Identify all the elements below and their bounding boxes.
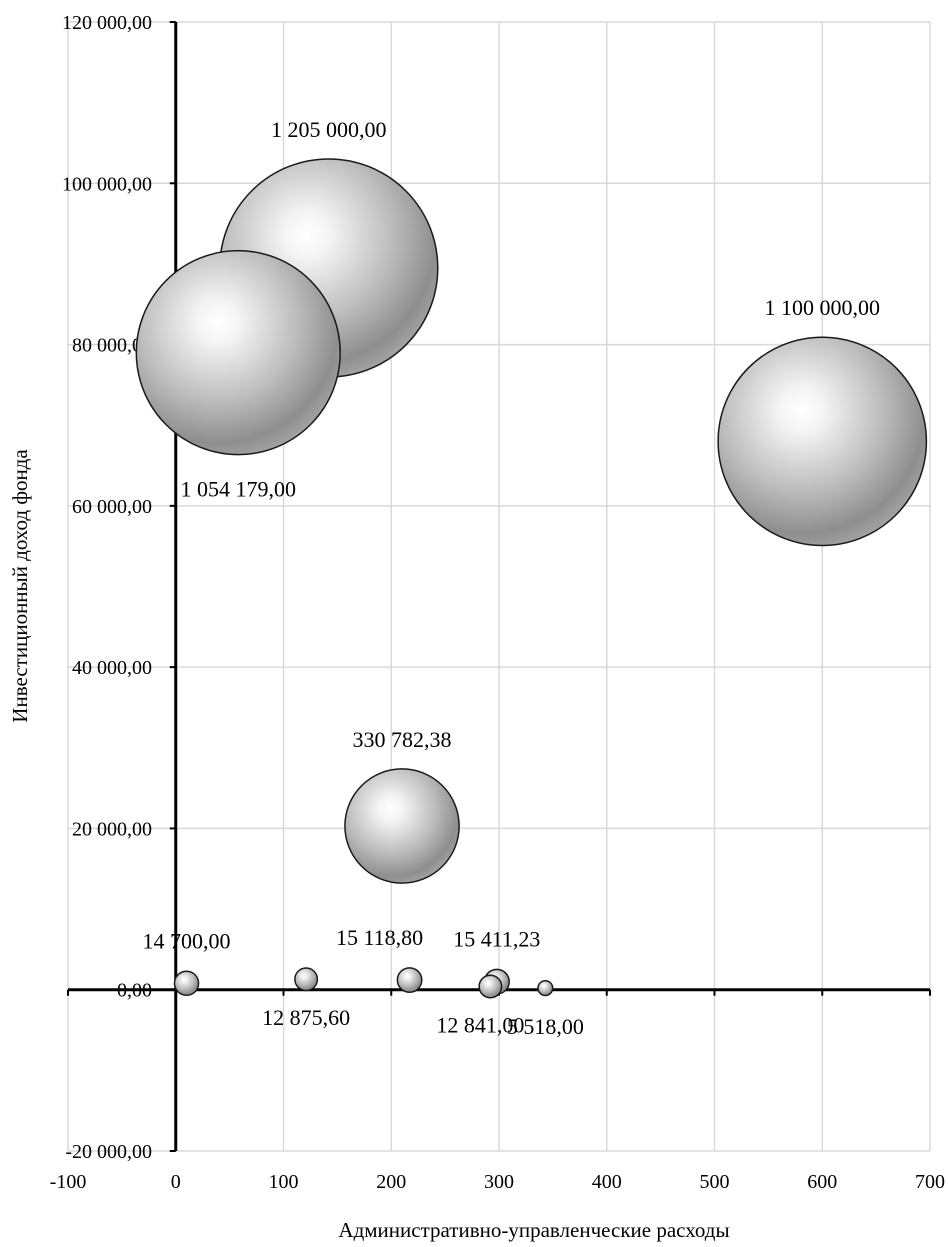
bubble-data-label: 1 100 000,00 xyxy=(765,295,881,320)
y-tick-label: 120 000,00 xyxy=(62,12,152,34)
bubble-data-label: 1 205 000,00 xyxy=(271,117,387,142)
bubble-point xyxy=(717,336,928,547)
bubble-point xyxy=(344,768,460,884)
x-tick-label: 500 xyxy=(700,1171,730,1193)
y-tick-label: 60 000,00 xyxy=(72,496,152,518)
x-tick-label: 100 xyxy=(269,1171,299,1193)
bubble-point xyxy=(173,970,200,997)
bubble-point xyxy=(396,967,423,993)
x-tick-label: -100 xyxy=(50,1171,87,1193)
y-axis-title: Инвестиционный доход фонда xyxy=(8,449,32,723)
bubble-data-label: 15 411,23 xyxy=(453,927,540,952)
x-tick-label: 300 xyxy=(484,1171,514,1193)
bubble-data-label: 5 518,00 xyxy=(507,1014,584,1039)
x-tick-label: 600 xyxy=(807,1171,837,1193)
bubbles xyxy=(135,158,928,999)
bubble-point xyxy=(294,967,319,992)
x-tick-label: 700 xyxy=(915,1171,945,1193)
bubble-data-label: 15 118,80 xyxy=(336,925,423,950)
x-tick-label: 0 xyxy=(171,1171,181,1193)
y-tick-label: -20 000,00 xyxy=(65,1141,152,1163)
x-axis-title: Административно-управленческие расходы xyxy=(338,1218,729,1242)
data-labels: 1 205 000,00 1 054 179,00 1 100 000,00 330 … xyxy=(143,117,880,1039)
bubble-point xyxy=(135,249,341,456)
bubble-data-label: 1 054 179,00 xyxy=(180,477,296,502)
bubble-data-label: 12 875,60 xyxy=(262,1005,350,1030)
y-tick-label: 20 000,00 xyxy=(72,818,152,840)
y-tick-label: 0,00 xyxy=(117,980,152,1002)
x-tick-label: 200 xyxy=(376,1171,406,1193)
y-tick-label: 80 000,00 xyxy=(72,335,152,357)
bubble-data-label: 14 700,00 xyxy=(143,928,231,953)
x-tick-label: 400 xyxy=(592,1171,622,1193)
bubble-data-label: 12 841,00 xyxy=(436,1012,524,1037)
bubble-data-label: 330 782,38 xyxy=(353,727,452,752)
bubble-point xyxy=(478,974,503,999)
y-tick-label: 100 000,00 xyxy=(62,173,152,195)
bubble-point xyxy=(537,979,554,997)
y-tick-label: 40 000,00 xyxy=(72,657,152,679)
